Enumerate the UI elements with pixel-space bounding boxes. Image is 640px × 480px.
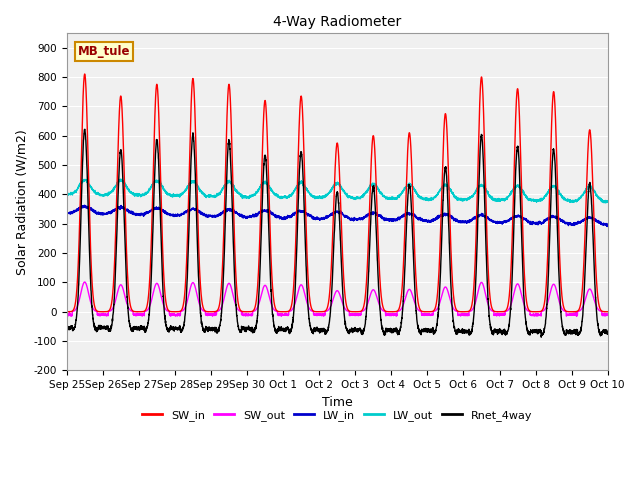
SW_in [604, 309, 612, 314]
LW_in [604, 224, 611, 229]
LW_out [160, 187, 168, 193]
Rnet_4way [429, 328, 436, 334]
LW_out [459, 198, 467, 204]
SW_out [138, 313, 146, 319]
Line: SW_in: SW_in [67, 74, 608, 312]
Legend: SW_in, SW_out, LW_in, LW_out, Rnet_4way: SW_in, SW_out, LW_in, LW_out, Rnet_4way [138, 406, 536, 426]
Rnet_4way [317, 325, 325, 331]
LW_in [160, 209, 168, 215]
SW_out [317, 312, 325, 318]
Text: MB_tule: MB_tule [77, 45, 130, 58]
X-axis label: Time: Time [322, 396, 353, 408]
SW_out [63, 312, 70, 318]
Title: 4-Way Radiometer: 4-Way Radiometer [273, 15, 401, 29]
LW_in [489, 219, 497, 225]
Rnet_4way [604, 331, 611, 337]
Rnet_4way [160, 305, 168, 311]
LW_in [459, 218, 467, 224]
SW_in [160, 277, 168, 283]
LW_out [604, 198, 611, 204]
LW_in [81, 203, 88, 208]
SW_out [160, 303, 168, 309]
Rnet_4way [63, 324, 70, 330]
SW_in [459, 309, 467, 314]
LW_in [63, 211, 70, 216]
Rnet_4way [81, 126, 89, 132]
SW_out [81, 279, 88, 285]
Rnet_4way [604, 331, 612, 336]
Y-axis label: Solar Radiation (W/m2): Solar Radiation (W/m2) [15, 129, 28, 275]
SW_in [63, 309, 70, 314]
LW_out [604, 198, 612, 204]
SW_out [429, 312, 436, 318]
SW_in [489, 308, 497, 313]
Line: LW_in: LW_in [67, 205, 608, 227]
Line: Rnet_4way: Rnet_4way [67, 129, 608, 337]
LW_out [63, 192, 70, 198]
LW_in [604, 223, 612, 229]
SW_in [317, 309, 325, 314]
Line: LW_out: LW_out [67, 179, 608, 203]
LW_in [429, 218, 436, 224]
SW_in [429, 309, 436, 314]
Rnet_4way [489, 331, 497, 337]
SW_out [604, 312, 612, 318]
SW_in [81, 71, 88, 77]
LW_out [489, 195, 497, 201]
Rnet_4way [459, 326, 467, 332]
SW_in [604, 309, 611, 314]
LW_in [604, 222, 611, 228]
Rnet_4way [538, 334, 545, 340]
SW_out [604, 312, 611, 318]
SW_out [490, 309, 497, 314]
LW_in [317, 216, 325, 221]
Line: SW_out: SW_out [67, 282, 608, 316]
LW_out [429, 196, 436, 202]
LW_out [602, 200, 610, 206]
SW_out [459, 311, 467, 317]
LW_out [117, 176, 125, 182]
LW_out [317, 195, 325, 201]
